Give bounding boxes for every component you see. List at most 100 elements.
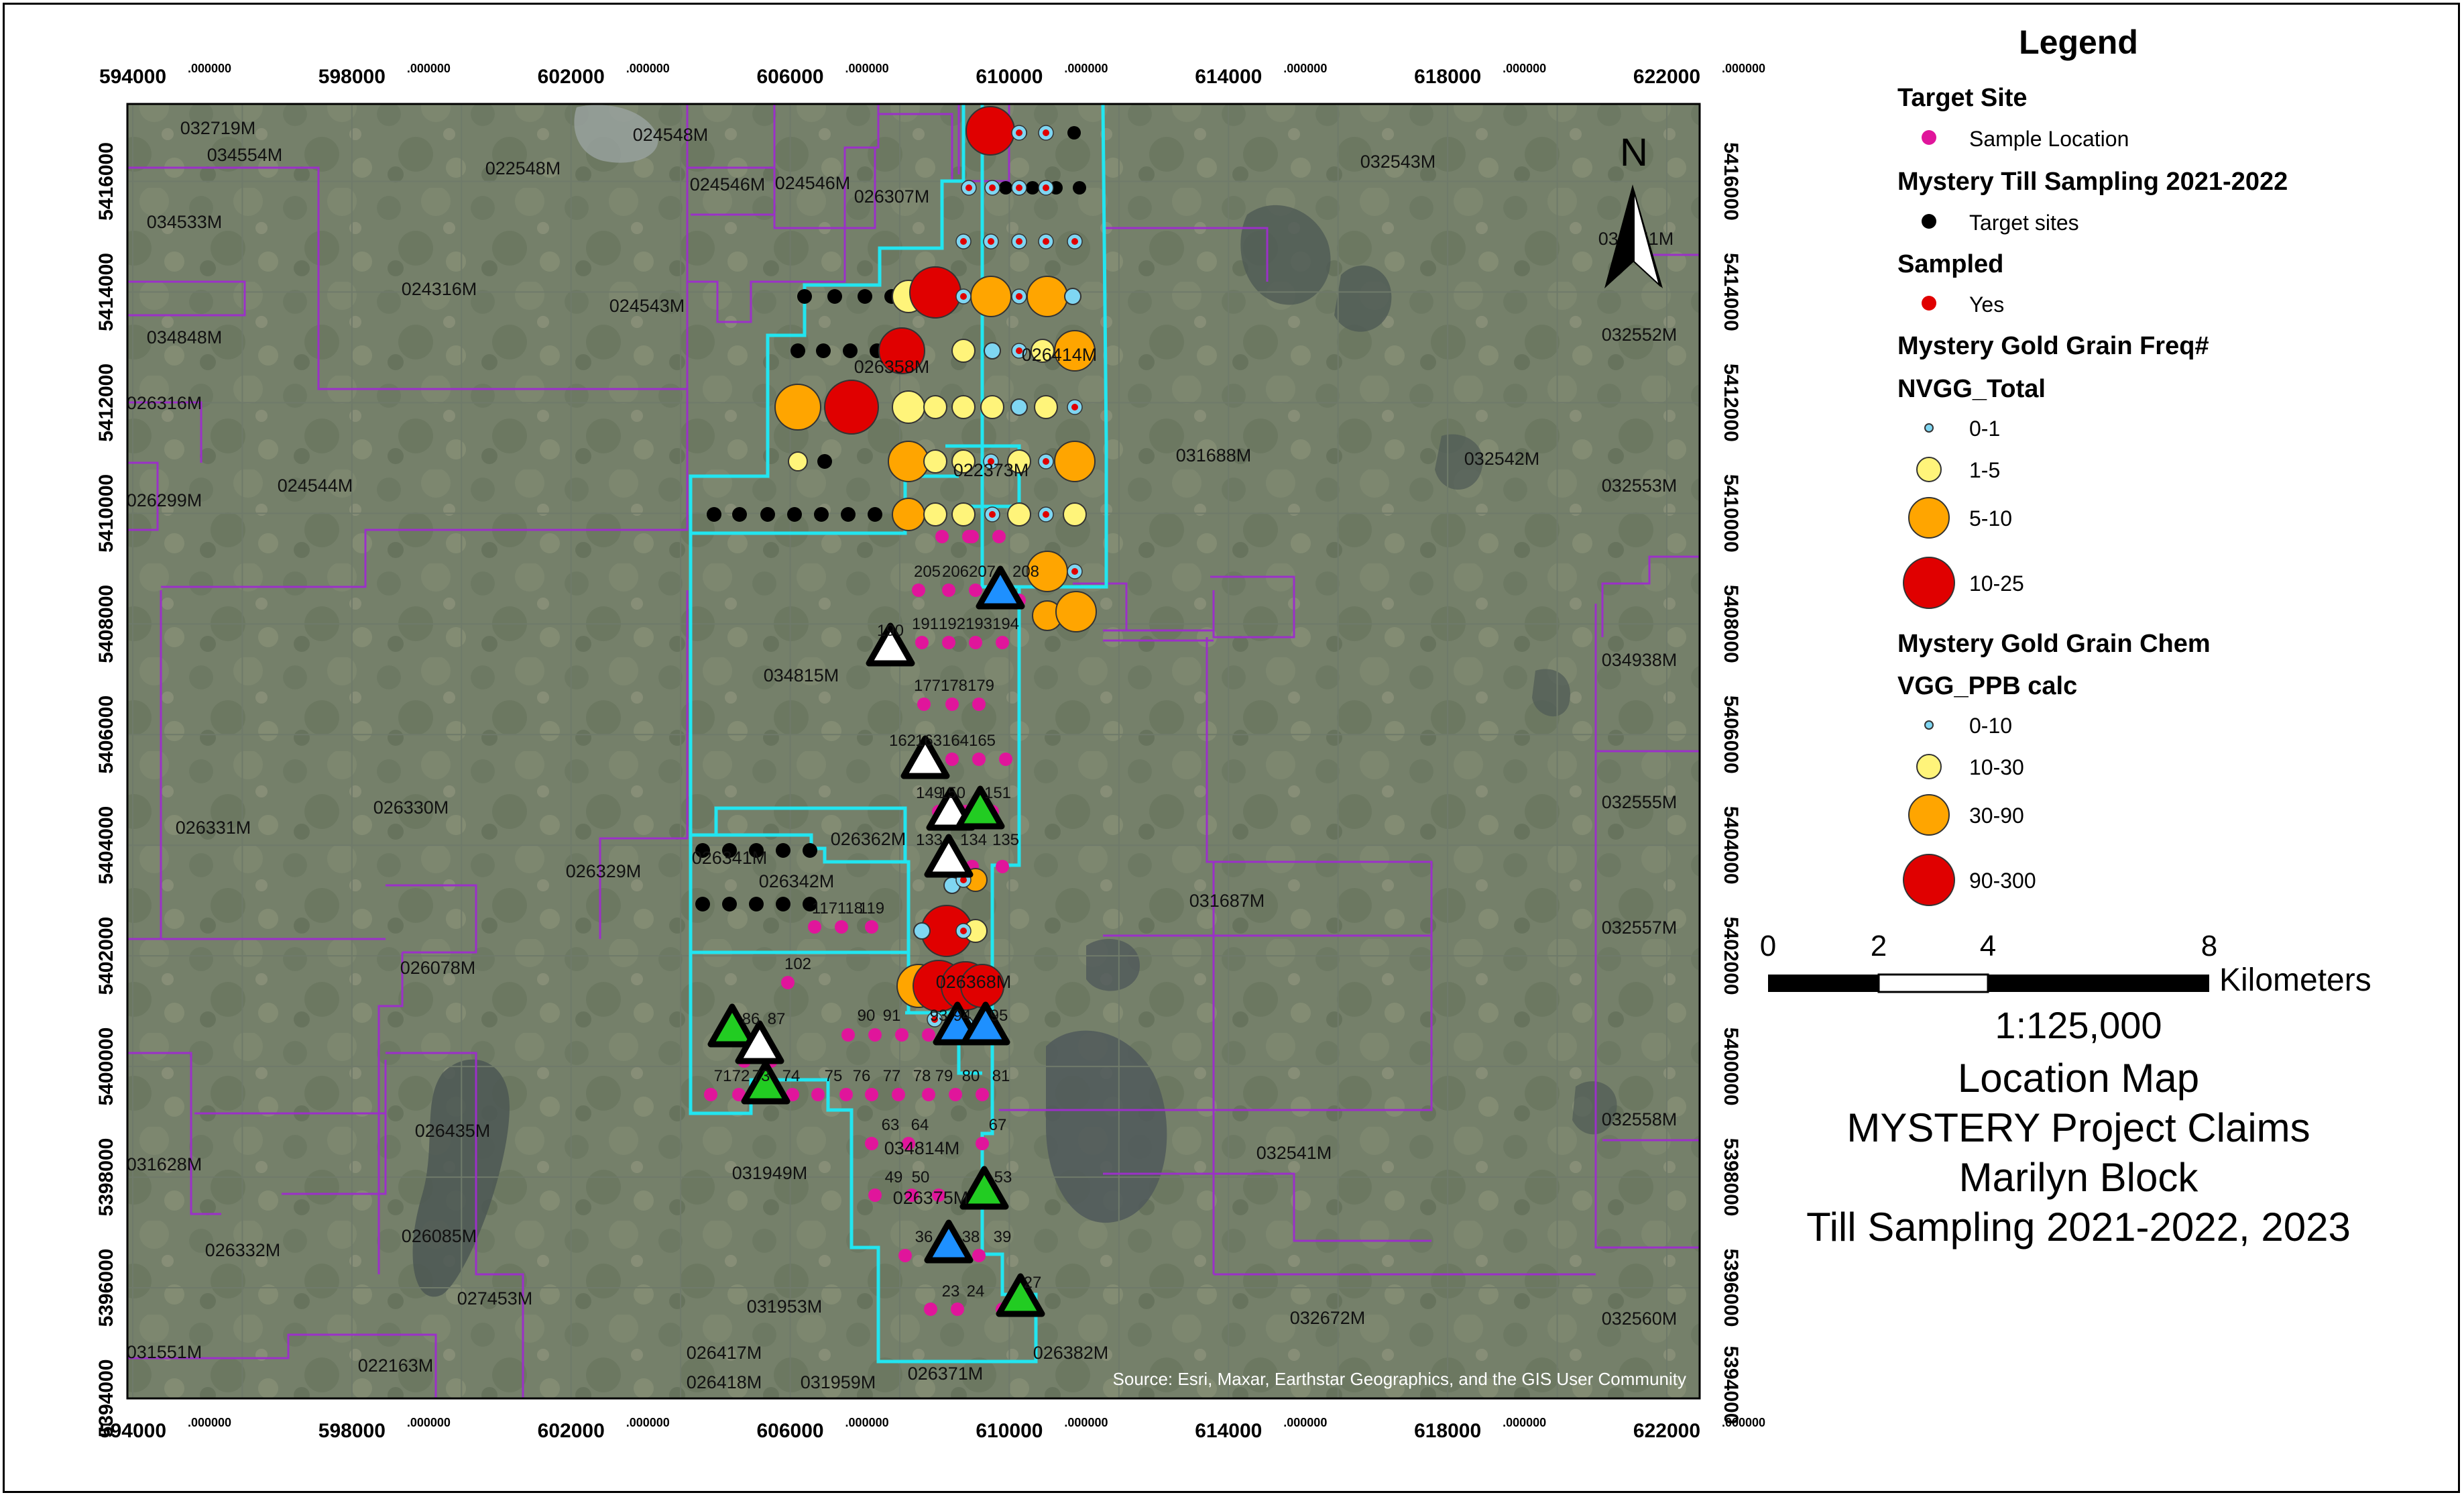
legend-class-swatch <box>1924 423 1934 433</box>
claim-label: 026329M <box>566 861 642 881</box>
grain-frequency-circle <box>1007 449 1031 474</box>
grain-frequency-circle <box>951 502 976 526</box>
grain-frequency-circle <box>892 390 925 424</box>
claim-label: 024543M <box>609 296 685 316</box>
sample-location-dot <box>951 1302 964 1316</box>
sample-location-dot <box>949 1088 962 1101</box>
site-id-label: 50 <box>912 1168 930 1186</box>
claim-label: 026299M <box>127 490 202 510</box>
legend-class-label: 1-5 <box>1969 458 2000 482</box>
x-tick-suffix-top: .000000 <box>1064 62 1108 75</box>
sample-location-dot <box>996 860 1009 873</box>
target-site-dot <box>732 507 747 522</box>
site-id-label: 151 <box>984 784 1011 802</box>
scale-unit: Kilometers <box>2219 962 2371 998</box>
y-tick-right-5404000: 5404000 <box>1720 806 1742 885</box>
site-id-label: 206 <box>942 563 969 581</box>
target-site-dot <box>999 181 1012 195</box>
imagery-basemap <box>127 104 1700 1398</box>
sample-location-dot <box>924 1302 937 1316</box>
grain-frequency-circle <box>1063 502 1087 526</box>
grain-frequency-circle <box>824 380 879 435</box>
sampled-marker <box>1016 293 1022 300</box>
sample-location-dot <box>902 1137 915 1150</box>
triangle-marker-icon <box>955 785 1005 830</box>
sampled-marker <box>1071 568 1078 575</box>
site-id-label: 205 <box>914 563 941 581</box>
claim-label: 027453M <box>457 1288 533 1309</box>
grain-frequency-circle <box>913 922 931 940</box>
sampled-marker <box>1043 511 1049 518</box>
grain-frequency-circle <box>788 451 808 472</box>
sampled-marker <box>960 928 967 934</box>
target-site-dot <box>817 454 832 469</box>
x-tick-top-598000: 598000 <box>318 66 386 88</box>
legend-class-swatch <box>1908 794 1950 836</box>
title-line-4: Till Sampling 2021-2022, 2023 <box>1806 1205 2351 1250</box>
site-id-label: 77 <box>883 1067 901 1085</box>
site-id-label: 163 <box>915 732 942 750</box>
sampled-marker <box>988 238 994 245</box>
site-id-label: 179 <box>967 677 994 695</box>
x-tick-bottom-598000: 598000 <box>318 1420 386 1442</box>
sample-location-dot <box>732 1088 746 1101</box>
site-id-label: 192 <box>939 615 965 633</box>
claim-label: 031687M <box>1189 891 1265 911</box>
target-site-dot <box>803 843 817 858</box>
claim-label: 026358M <box>854 357 930 377</box>
grain-frequency-circle <box>878 327 925 374</box>
claim-label: 026330M <box>373 797 449 818</box>
legend-class-label: 0-1 <box>1969 417 2000 441</box>
legend-sampled-heading: Sampled <box>1897 250 2003 278</box>
x-tick-suffix-top: .000000 <box>407 62 451 75</box>
sample-location-dot <box>976 1137 989 1150</box>
sample-location-dot <box>996 636 1009 649</box>
sample-location-dot <box>922 1028 935 1042</box>
triangle-marker-icon <box>961 1001 1010 1046</box>
sample-location-dot <box>898 1249 912 1262</box>
x-tick-bottom-614000: 614000 <box>1195 1420 1262 1442</box>
x-tick-suffix-bottom: .000000 <box>1722 1416 1765 1429</box>
scale-tick-8: 8 <box>2201 930 2217 962</box>
x-tick-top-606000: 606000 <box>757 66 824 88</box>
site-id-label: 76 <box>853 1067 871 1085</box>
legend-target-site-heading: Target Site <box>1897 84 2028 112</box>
site-id-label: 91 <box>883 1007 901 1025</box>
x-tick-suffix-top: .000000 <box>626 62 670 75</box>
sample-location-dot <box>932 1188 945 1202</box>
site-id-label: 81 <box>992 1067 1010 1085</box>
site-id-label: 73 <box>752 1067 770 1085</box>
sampled-marker <box>1016 238 1022 245</box>
site-id-label: 53 <box>994 1168 1012 1186</box>
site-id-label: 118 <box>837 899 863 918</box>
site-id-label: 164 <box>942 732 969 750</box>
grain-frequency-circle <box>970 276 1012 317</box>
claim-label: 026417M <box>687 1343 762 1363</box>
site-id-label: 93 <box>930 1007 948 1025</box>
site-id-label: 94 <box>953 1007 972 1025</box>
y-tick-right-5408000: 5408000 <box>1720 585 1742 663</box>
sampled-marker <box>1043 238 1049 245</box>
site-id-label: 119 <box>859 899 884 918</box>
sampled-marker <box>989 184 996 191</box>
x-tick-top-594000: 594000 <box>99 66 166 88</box>
site-id-label: 87 <box>768 1010 786 1028</box>
legend-class-label: 30-90 <box>1969 803 2024 828</box>
target-site-dot <box>797 289 812 304</box>
sampled-marker <box>1071 404 1078 410</box>
claim-label: 024548M <box>633 125 709 145</box>
site-id-label: 150 <box>939 784 965 802</box>
sample-location-dot <box>976 1088 989 1101</box>
x-tick-suffix-top: .000000 <box>1283 62 1327 75</box>
x-tick-suffix-bottom: .000000 <box>407 1416 451 1429</box>
legend-class-label: 90-300 <box>1969 869 2036 893</box>
x-tick-suffix-bottom: .000000 <box>1503 1416 1546 1429</box>
sample-location-dot <box>905 1188 919 1202</box>
x-tick-bottom-618000: 618000 <box>1414 1420 1481 1442</box>
y-tick-right-5416000: 5416000 <box>1720 142 1742 221</box>
north-arrow-label: N <box>1620 131 1648 174</box>
claim-label: 031688M <box>1176 445 1252 465</box>
claim-label: 026371M <box>908 1364 984 1384</box>
sampled-marker <box>1043 458 1049 465</box>
